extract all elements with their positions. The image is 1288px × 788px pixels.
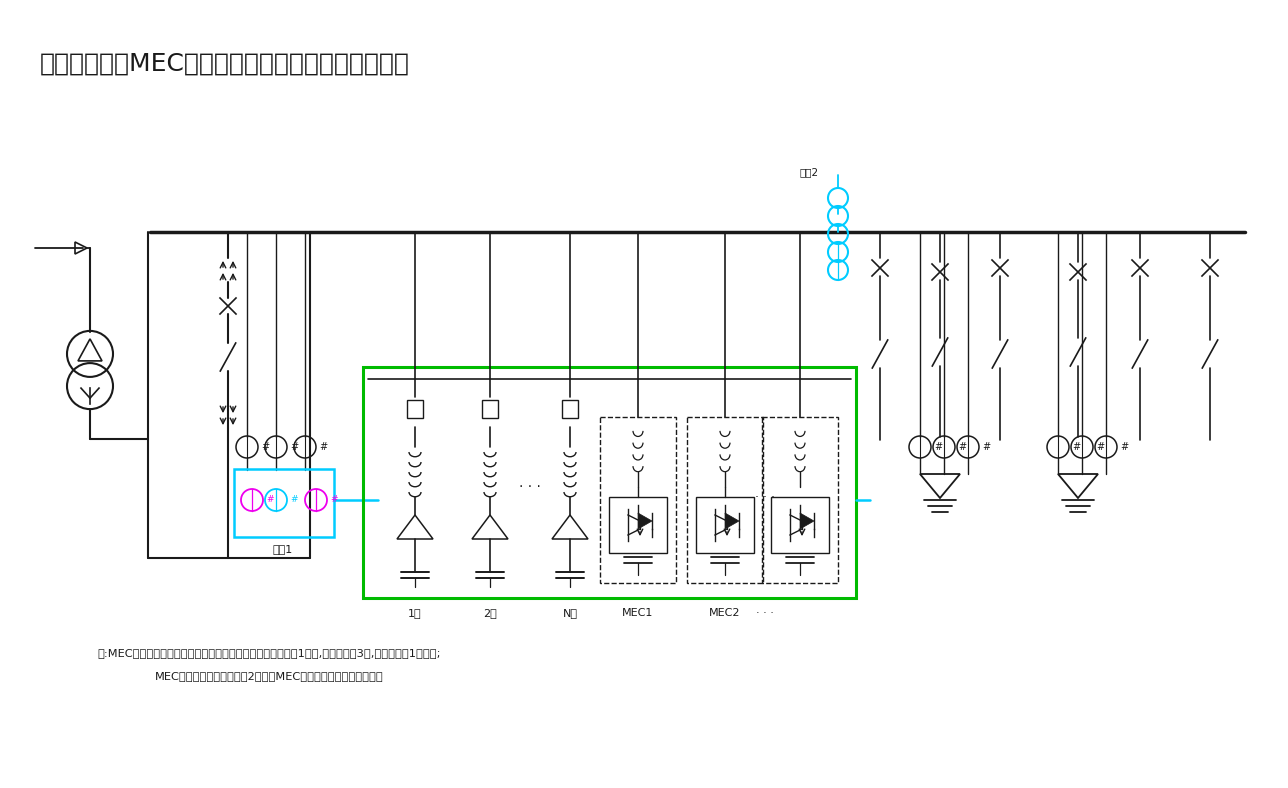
Text: 变压器低压侧MEC补偿滤波装置和电容器组同时使用: 变压器低压侧MEC补偿滤波装置和电容器组同时使用: [40, 52, 410, 76]
Bar: [609, 497, 667, 553]
Text: 系柜2: 系柜2: [800, 167, 819, 177]
Bar: [600, 417, 676, 583]
Text: #: #: [267, 495, 273, 504]
Text: 1组: 1组: [408, 608, 421, 618]
Text: 2组: 2组: [483, 608, 497, 618]
Text: #: #: [1072, 442, 1081, 452]
Bar: [562, 400, 578, 418]
Text: 系柜1: 系柜1: [273, 544, 294, 554]
Bar: [772, 497, 829, 553]
Bar: [234, 469, 334, 537]
Text: MEC1: MEC1: [622, 608, 654, 618]
Text: #: #: [319, 442, 327, 452]
Text: MEC补偿滤波装置选择系柜2位置且MEC补偿滤波装置必须在负载侧: MEC补偿滤波装置选择系柜2位置且MEC补偿滤波装置必须在负载侧: [155, 671, 384, 681]
Text: · · ·: · · ·: [519, 480, 541, 494]
Text: · · ·: · · ·: [755, 490, 775, 504]
Bar: [482, 400, 498, 418]
Text: #: #: [1096, 442, 1104, 452]
Bar: [407, 400, 422, 418]
Text: #: #: [981, 442, 990, 452]
Polygon shape: [725, 513, 739, 529]
Text: #: #: [261, 442, 269, 452]
Text: 注:MEC补偿滤波装置和电容器组同时使用时电容器组选择系柜1位置,分柜时安装3只,共柜时安装1只即可;: 注:MEC补偿滤波装置和电容器组同时使用时电容器组选择系柜1位置,分柜时安装3只…: [97, 648, 440, 658]
Text: #: #: [934, 442, 942, 452]
Text: · · ·: · · ·: [756, 608, 774, 618]
Polygon shape: [638, 513, 652, 529]
Text: #: #: [1121, 442, 1128, 452]
Polygon shape: [800, 513, 814, 529]
Bar: [762, 417, 838, 583]
Text: #: #: [958, 442, 966, 452]
Text: #: #: [290, 442, 298, 452]
Bar: [696, 497, 753, 553]
Text: #: #: [290, 495, 298, 504]
Bar: [687, 417, 762, 583]
Bar: [363, 367, 857, 598]
Text: N组: N组: [563, 608, 577, 618]
Text: #: #: [330, 495, 337, 504]
Text: MEC2: MEC2: [710, 608, 741, 618]
